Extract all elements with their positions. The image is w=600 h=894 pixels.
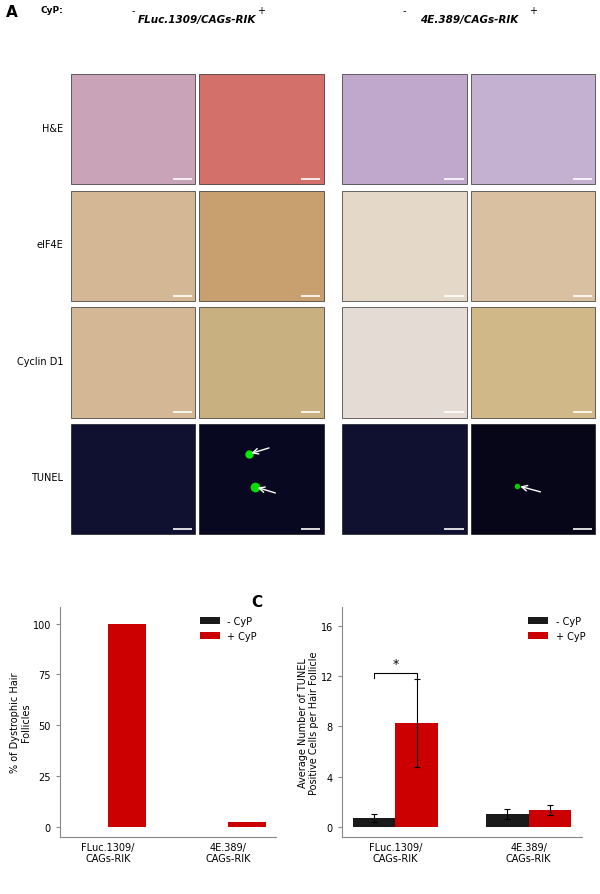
Bar — [342, 425, 467, 535]
Bar — [470, 191, 595, 301]
Bar — [470, 75, 595, 185]
Text: *: * — [392, 657, 398, 670]
Y-axis label: % of Dystrophic Hair
Follicles: % of Dystrophic Hair Follicles — [10, 672, 31, 772]
Bar — [395, 723, 438, 827]
Bar — [199, 425, 323, 535]
Text: eIF4E: eIF4E — [36, 240, 63, 250]
Bar — [486, 814, 529, 827]
Text: C: C — [251, 594, 262, 609]
Text: 4E.389/CAGs-RIK: 4E.389/CAGs-RIK — [419, 14, 518, 25]
Text: -: - — [131, 5, 135, 15]
Bar — [342, 308, 467, 418]
Legend: - CyP, + CyP: - CyP, + CyP — [196, 612, 261, 645]
Bar — [342, 75, 467, 185]
Text: FLuc.1309/CAGs-RIK: FLuc.1309/CAGs-RIK — [138, 14, 256, 25]
Bar — [199, 308, 323, 418]
Bar — [108, 624, 146, 827]
Bar — [71, 75, 196, 185]
Bar — [470, 308, 595, 418]
Y-axis label: Average Number of TUNEL
Positive Cells per Hair Follicle: Average Number of TUNEL Positive Cells p… — [298, 651, 319, 794]
Bar — [228, 822, 266, 827]
Legend: - CyP, + CyP: - CyP, + CyP — [524, 612, 589, 645]
Bar — [529, 811, 571, 827]
Bar — [71, 308, 196, 418]
Bar — [199, 191, 323, 301]
Bar — [71, 425, 196, 535]
Bar — [199, 75, 323, 185]
Text: TUNEL: TUNEL — [31, 473, 63, 483]
Text: H&E: H&E — [42, 123, 63, 133]
Text: +: + — [257, 5, 265, 15]
Bar — [71, 191, 196, 301]
Text: Cyclin D1: Cyclin D1 — [17, 357, 63, 367]
Bar — [342, 191, 467, 301]
Text: -: - — [403, 5, 406, 15]
Text: A: A — [6, 5, 18, 21]
Bar — [470, 425, 595, 535]
Text: CyP:: CyP: — [40, 5, 63, 14]
Text: +: + — [529, 5, 537, 15]
Bar — [353, 818, 395, 827]
